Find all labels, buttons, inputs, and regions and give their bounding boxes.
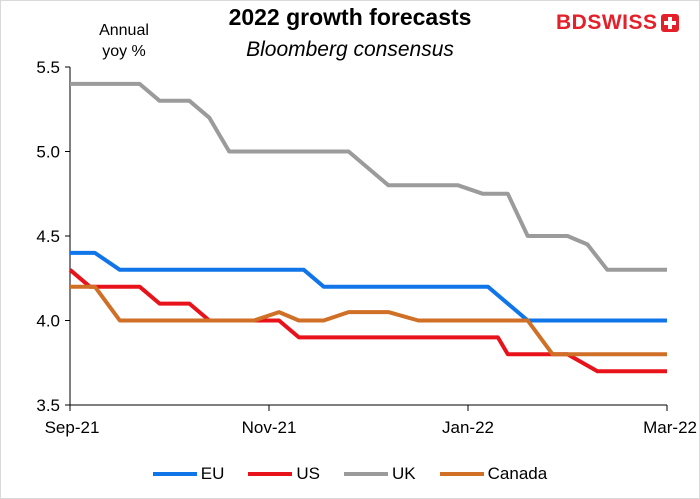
- series-line-us: [68, 268, 667, 374]
- chart-title: 2022 growth forecasts: [228, 4, 472, 30]
- x-tick-label: Sep-21: [45, 418, 100, 437]
- chart-subtitle: Bloomberg consensus: [246, 38, 454, 61]
- logo-text-bd: BD: [556, 11, 588, 34]
- legend-label: US: [296, 464, 321, 483]
- legend-swatch: [152, 472, 197, 476]
- y-axis-label-line1: Annual: [99, 22, 149, 39]
- legend-label: UK: [392, 464, 416, 483]
- swiss-cross-icon: [660, 14, 679, 32]
- legend-label: EU: [200, 464, 225, 483]
- y-tick-label: 4.0: [36, 312, 60, 331]
- legend-swatch: [439, 472, 484, 476]
- y-axis-label-line2: yoy %: [102, 43, 146, 60]
- legend-label: Canada: [487, 464, 548, 483]
- x-tick-label: Jan-22: [442, 418, 494, 437]
- series-line-eu: [70, 250, 667, 323]
- legend-item-us: US: [248, 464, 320, 484]
- y-tick-label: 3.5: [36, 396, 60, 415]
- series-line-canada: [70, 284, 667, 357]
- legend-swatch: [344, 472, 389, 476]
- legend-item-canada: Canada: [439, 464, 548, 484]
- x-tick-label: Nov-21: [242, 418, 297, 437]
- y-tick-label: 5.5: [36, 58, 60, 77]
- y-tick-label: 4.5: [36, 227, 60, 246]
- logo-text-swiss: SWISS: [587, 11, 658, 34]
- y-tick-label: 5.0: [36, 143, 60, 162]
- y-axis-label: Annual yoy %: [84, 20, 164, 62]
- legend-swatch: [248, 472, 293, 476]
- bdswiss-logo: BD SWISS: [556, 10, 679, 36]
- legend-item-eu: EU: [152, 464, 225, 484]
- legend-item-uk: UK: [344, 464, 416, 484]
- chart-legend: EU US UK Canada: [0, 462, 700, 486]
- x-tick-label: Mar-22: [643, 418, 697, 437]
- series-line-uk: [70, 81, 667, 272]
